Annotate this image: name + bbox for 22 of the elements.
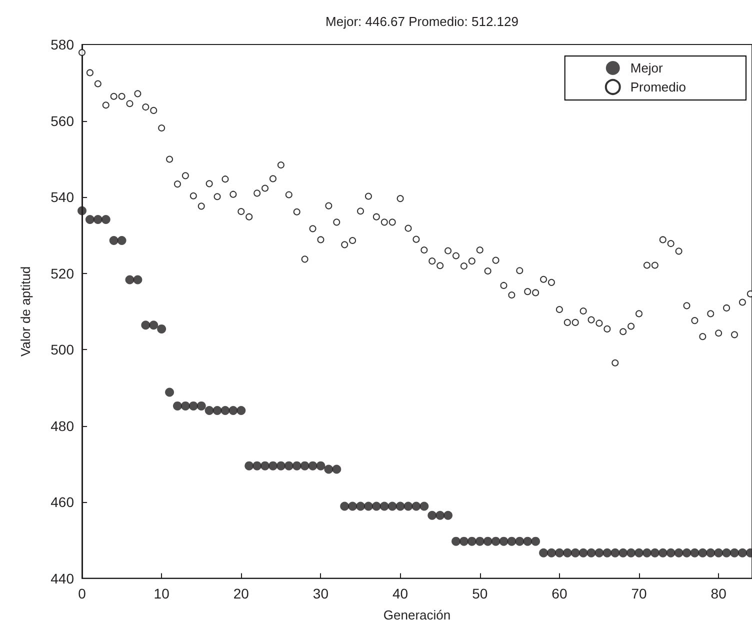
- x-tick-label: 50: [472, 585, 488, 602]
- y-tick-label: 500: [50, 342, 74, 358]
- y-axis-title: Valor de aptitud: [18, 266, 33, 356]
- y-tick-label: 480: [50, 418, 74, 434]
- y-tick-label: 460: [50, 494, 74, 510]
- y-tick-label: 580: [50, 36, 74, 52]
- x-tick-label: 70: [631, 585, 648, 602]
- x-tick-label: 10: [154, 585, 170, 602]
- x-axis-title: Generación: [383, 607, 451, 622]
- chart-title: Mejor: 446.67 Promedio: 512.129: [326, 14, 518, 29]
- y-tick-label: 440: [50, 570, 74, 586]
- y-tick-label: 540: [50, 189, 74, 206]
- x-tick-label: 60: [552, 585, 568, 602]
- x-tick-label: 20: [233, 585, 250, 602]
- y-tick-label: 520: [50, 265, 74, 282]
- x-tick-label: 80: [710, 585, 727, 602]
- y-tick-label: 560: [50, 112, 74, 129]
- x-tick-label: 30: [312, 585, 329, 602]
- x-tick-label: 40: [392, 585, 408, 602]
- legend-label: Mejor: [630, 60, 664, 76]
- x-tick-label: 0: [78, 585, 86, 602]
- legend-label: Promedio: [630, 80, 686, 94]
